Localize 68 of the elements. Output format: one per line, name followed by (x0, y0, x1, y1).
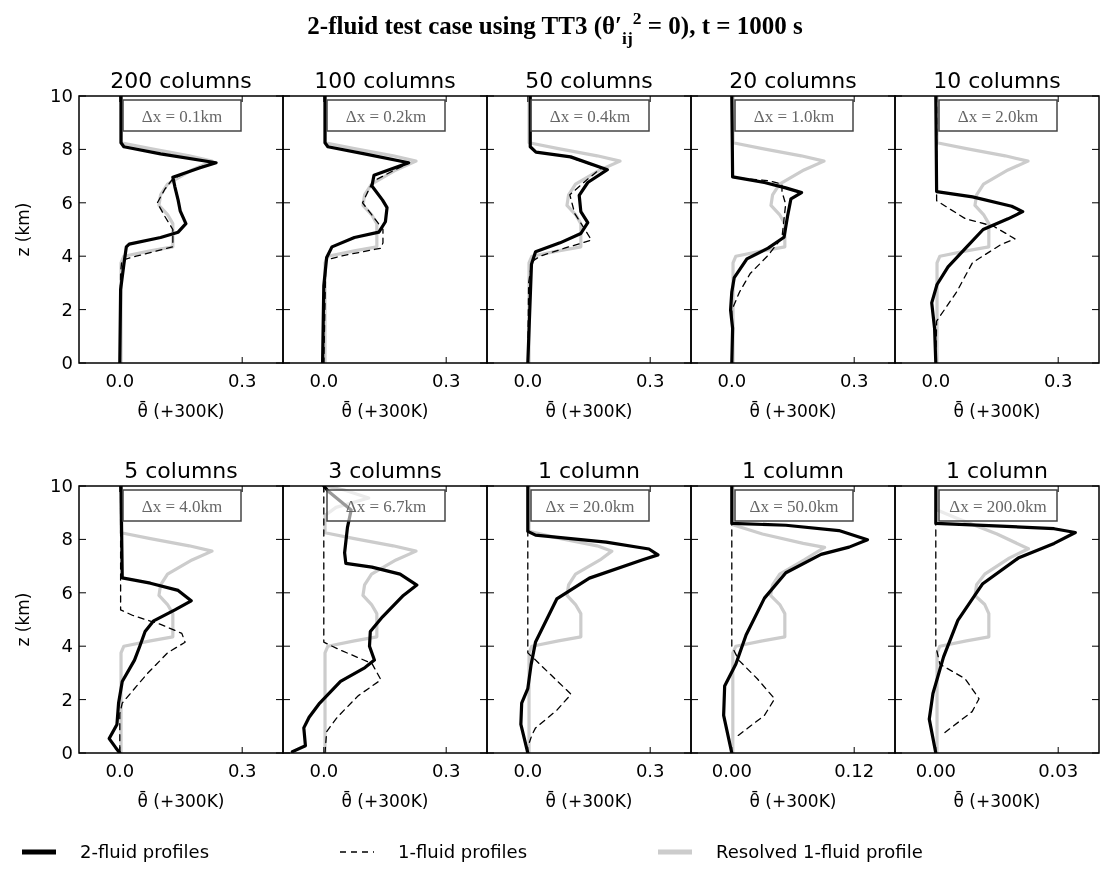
x-tick-label: 0.3 (227, 370, 257, 391)
x-tick-label: 0.0 (309, 370, 339, 391)
y-tick-label: 10 (50, 475, 73, 496)
x-tick-label: 0.0 (513, 760, 543, 781)
chart-title: 200 columns (110, 68, 252, 93)
legend-label: 1-fluid profiles (398, 841, 528, 862)
chart-title: 10 columns (933, 68, 1061, 93)
annotation: Δx = 1.0km (753, 107, 835, 126)
x-axis-title: θ̄ (+300K) (953, 399, 1041, 421)
annotation: Δx = 50.0km (749, 497, 839, 516)
x-tick-label: 0.3 (635, 370, 665, 391)
x-tick-label: 0.0 (717, 370, 747, 391)
x-tick-label: 0.0 (105, 760, 135, 781)
x-tick-label: 0.3 (1043, 370, 1073, 391)
x-axis-title: θ̄ (+300K) (137, 789, 225, 811)
x-axis-title: θ̄ (+300K) (545, 789, 633, 811)
x-tick-label: 0.12 (834, 760, 875, 781)
y-tick-label: 4 (61, 245, 73, 267)
chart-title: 50 columns (525, 68, 653, 93)
x-tick-label: 0.0 (105, 370, 135, 391)
annotation: Δx = 4.0km (141, 497, 223, 516)
x-tick-label: 0.3 (839, 370, 869, 391)
y-tick-label: 0 (61, 352, 73, 373)
y-tick-label: 8 (61, 528, 73, 550)
x-tick-label: 0.0 (513, 370, 543, 391)
y-tick-label: 0 (61, 742, 73, 763)
annotation: Δx = 0.1km (141, 107, 223, 126)
x-tick-label: 0.3 (635, 760, 665, 781)
y-tick-label: 6 (61, 191, 73, 213)
annotation: Δx = 2.0km (957, 107, 1039, 126)
chart-title: 20 columns (729, 68, 857, 93)
chart-title: 100 columns (314, 68, 456, 93)
x-axis-title: θ̄ (+300K) (341, 789, 429, 811)
annotation: Δx = 200.0km (949, 497, 1047, 516)
annotation: Δx = 20.0km (545, 497, 635, 516)
x-tick-label: 0.00 (711, 760, 752, 781)
x-tick-label: 0.0 (309, 760, 339, 781)
legend-label: 2-fluid profiles (80, 841, 210, 862)
x-tick-label: 0.03 (1038, 760, 1079, 781)
x-tick-label: 0.00 (915, 760, 956, 781)
annotation: Δx = 0.4km (549, 107, 631, 126)
chart-title: 3 columns (328, 458, 442, 483)
y-axis-title: z (km) (13, 202, 33, 257)
text: 2-fluid test case using TT3 (θ′$_{ij}$$^{2}$ = 0), t = 1000 s (307, 8, 803, 48)
y-tick-label: 2 (61, 688, 73, 710)
chart-title: 5 columns (124, 458, 238, 483)
y-tick-label: 4 (61, 635, 73, 657)
y-tick-label: 6 (61, 581, 73, 603)
x-axis-title: θ̄ (+300K) (341, 399, 429, 421)
y-axis-title: z (km) (13, 592, 33, 647)
x-axis-title: θ̄ (+300K) (953, 789, 1041, 811)
x-tick-label: 0.3 (431, 370, 461, 391)
y-tick-label: 2 (61, 298, 73, 320)
chart-title: 1 column (538, 458, 640, 483)
x-axis-title: θ̄ (+300K) (749, 399, 837, 421)
x-tick-label: 0.0 (921, 370, 951, 391)
x-tick-label: 0.3 (227, 760, 257, 781)
chart-title: 1 column (742, 458, 844, 483)
annotation: Δx = 0.2km (345, 107, 427, 126)
x-tick-label: 0.3 (431, 760, 461, 781)
x-axis-title: θ̄ (+300K) (749, 789, 837, 811)
y-tick-label: 10 (50, 85, 73, 106)
legend-label: Resolved 1-fluid profile (716, 841, 923, 862)
x-axis-title: θ̄ (+300K) (137, 399, 225, 421)
chart-title: 1 column (946, 458, 1048, 483)
y-tick-label: 8 (61, 138, 73, 160)
x-axis-title: θ̄ (+300K) (545, 399, 633, 421)
annotation: Δx = 6.7km (345, 497, 427, 516)
